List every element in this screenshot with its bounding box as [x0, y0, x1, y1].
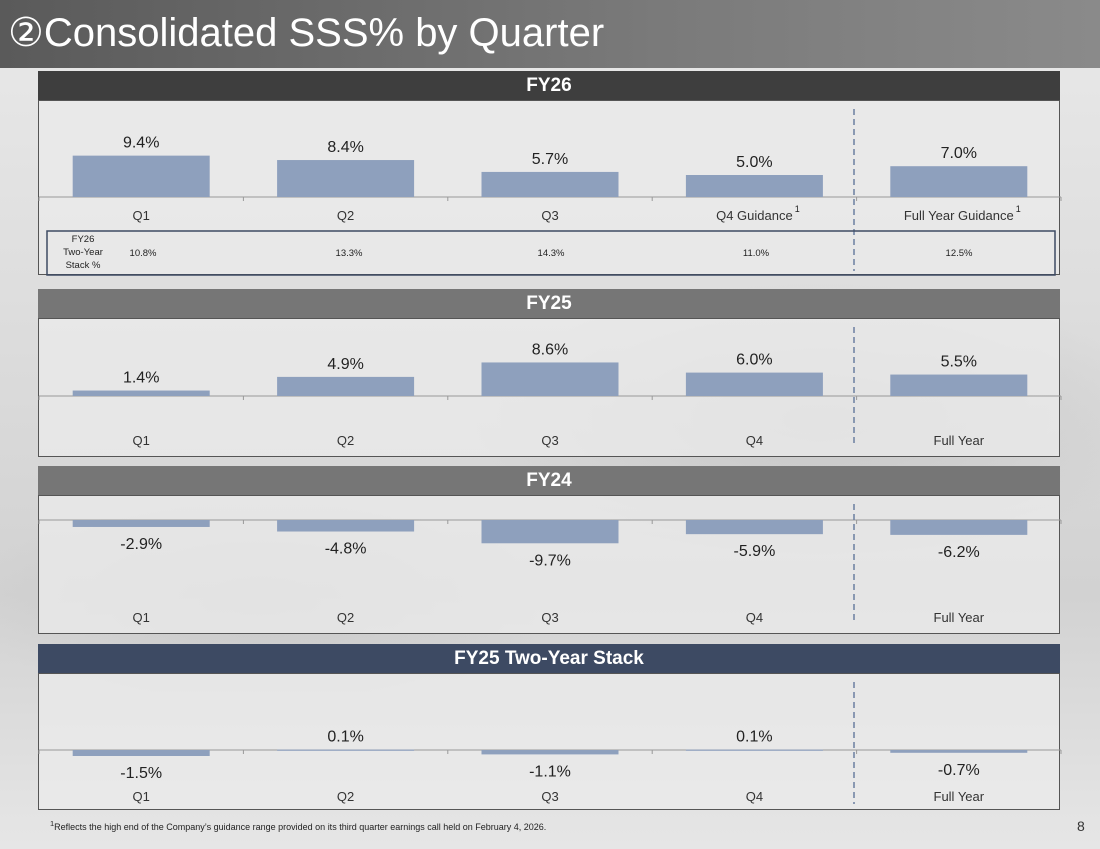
two-year-stack-row-label: FY26	[72, 234, 95, 245]
bar-q1	[72, 750, 210, 756]
data-label: 8.6%	[532, 341, 568, 358]
data-label: -9.7%	[529, 552, 571, 569]
data-label: 9.4%	[123, 135, 159, 152]
footnote-text: Reflects the high end of the Company’s g…	[54, 822, 547, 832]
panel-fy25-two-year-stack: FY25 Two-Year Stack -1.5% Q1 0.1% Q2 -1.1% Q3…	[38, 644, 1062, 810]
data-label: 0.1%	[327, 729, 363, 746]
category-label: Q2	[337, 610, 354, 625]
category-label: Full Year	[934, 433, 985, 448]
panel-body-fy25: 1.4% Q1 4.9% Q2 8.6% Q3 6.0% Q4 5.5% Full Year	[38, 318, 1062, 457]
category-label: Q3	[541, 789, 558, 804]
panel-fy24: FY24 -2.9% Q1 -4.8% Q2 -9.7% Q3 -5.9% Q4 -6.2% Fu…	[38, 466, 1062, 634]
category-label: Q4	[746, 610, 763, 625]
bar-q2	[277, 160, 415, 197]
panel-fy25: FY25 1.4% Q1 4.9% Q2 8.6% Q3 6.0% Q4 5.5% Full Ye…	[38, 289, 1062, 457]
bar-q4	[685, 372, 823, 396]
footnote-marker: 1	[50, 819, 55, 828]
panel-header-fy25: FY25	[38, 289, 1060, 318]
panel-body-fy24: -2.9% Q1 -4.8% Q2 -9.7% Q3 -5.9% Q4 -6.2% Full Ye…	[38, 495, 1062, 634]
page-number: 8	[1077, 818, 1085, 834]
data-label: 7.0%	[941, 145, 977, 162]
panel-header-fy24: FY24	[38, 466, 1060, 495]
chart-fy25: 1.4% Q1 4.9% Q2 8.6% Q3 6.0% Q4 5.5% Full Year	[38, 327, 1062, 448]
category-label: Full Year Guidance	[904, 208, 1014, 223]
data-label: -2.9%	[120, 536, 162, 553]
panel-header-fy26: FY26	[38, 71, 1060, 100]
category-label: Q4 Guidance	[716, 208, 793, 223]
footnote: 1Reflects the high end of the Company’s …	[50, 819, 546, 832]
two-year-stack-row-label: Stack %	[66, 260, 101, 271]
data-label: -1.1%	[529, 763, 571, 780]
data-label: -0.7%	[938, 762, 980, 779]
chart-fy26: 9.4%Q18.4%Q25.7%Q35.0%Q4 Guidance 17.0%Fu…	[38, 109, 1062, 276]
category-label: Q4	[746, 789, 763, 804]
category-label: Q3	[541, 208, 558, 223]
two-year-stack-box	[46, 230, 1056, 276]
footnote-marker: 1	[795, 204, 800, 214]
bar-full-year	[890, 374, 1028, 396]
data-label: -1.5%	[120, 765, 162, 782]
data-label: -6.2%	[938, 544, 980, 561]
category-label: Full Year	[934, 610, 985, 625]
bar-full-year	[890, 520, 1028, 535]
data-label: -5.9%	[734, 543, 776, 560]
panel-body-fy26: 9.4% Q1 8.4% Q2 5.7% Q3 5.0% Q4 Guidance 1 7.0% Fu…	[38, 100, 1062, 276]
category-label: Q2	[337, 433, 354, 448]
two-year-stack-row-label: Two-Year	[63, 247, 103, 258]
data-label: 5.5%	[941, 354, 977, 371]
data-label: 1.4%	[123, 370, 159, 387]
bar-q3	[481, 171, 619, 197]
bar-full-year-guidance	[890, 166, 1028, 197]
category-label: Q3	[541, 433, 558, 448]
panel-header-fy25-two-year-stack: FY25 Two-Year Stack	[38, 644, 1060, 673]
panel-body-fy25-two-year-stack: -1.5% Q1 0.1% Q2 -1.1% Q3 0.1% Q4 -0.7% Full Year	[38, 673, 1062, 810]
two-year-stack-value: 11.0%	[743, 248, 770, 259]
data-label: 8.4%	[327, 139, 363, 156]
category-label: Q1	[133, 789, 150, 804]
bar-q2	[277, 749, 415, 751]
two-year-stack-value: 12.5%	[946, 248, 973, 259]
category-label: Q2	[337, 208, 354, 223]
data-label: 4.9%	[327, 356, 363, 373]
category-label: Q1	[133, 208, 150, 223]
category-label: Q1	[133, 610, 150, 625]
chart-fy25-two-year-stack: -1.5% Q1 0.1% Q2 -1.1% Q3 0.1% Q4 -0.7% Full Year	[38, 682, 1062, 804]
bar-q1	[72, 390, 210, 396]
category-label: Q2	[337, 789, 354, 804]
page-title: ②Consolidated SSS% by Quarter	[8, 11, 605, 55]
bar-q2	[277, 376, 415, 396]
chart-fy24: -2.9% Q1 -4.8% Q2 -9.7% Q3 -5.9% Q4 -6.2% Full Ye…	[38, 504, 1062, 625]
bar-q4	[685, 520, 823, 535]
title-bar: ②Consolidated SSS% by Quarter	[0, 0, 1100, 68]
data-label: 6.0%	[736, 352, 772, 369]
bar-q3	[481, 362, 619, 396]
category-label: Q1	[133, 433, 150, 448]
two-year-stack-value: 10.8%	[130, 248, 157, 259]
data-label: 0.1%	[736, 729, 772, 746]
two-year-stack-value: 13.3%	[336, 248, 363, 259]
bar-q2	[277, 520, 415, 532]
panel-fy26: FY26 9.4% Q1 8.4% Q2 5.7% Q3 5.0% Q4 Guidance 1 7…	[38, 71, 1062, 276]
bar-q4-guidance	[685, 175, 823, 197]
bar-q1	[72, 520, 210, 527]
category-label: Q3	[541, 610, 558, 625]
category-label: Q4	[746, 433, 763, 448]
footnote-marker: 1	[1016, 204, 1021, 214]
two-year-stack-value: 14.3%	[538, 248, 565, 259]
bar-q1	[72, 155, 210, 197]
category-label: Full Year	[934, 789, 985, 804]
bar-q4	[685, 749, 823, 751]
data-label: -4.8%	[325, 541, 367, 558]
bar-q3	[481, 520, 619, 544]
bar-full-year	[890, 750, 1028, 753]
data-label: 5.0%	[736, 154, 772, 171]
bar-q3	[481, 750, 619, 755]
data-label: 5.7%	[532, 151, 568, 168]
